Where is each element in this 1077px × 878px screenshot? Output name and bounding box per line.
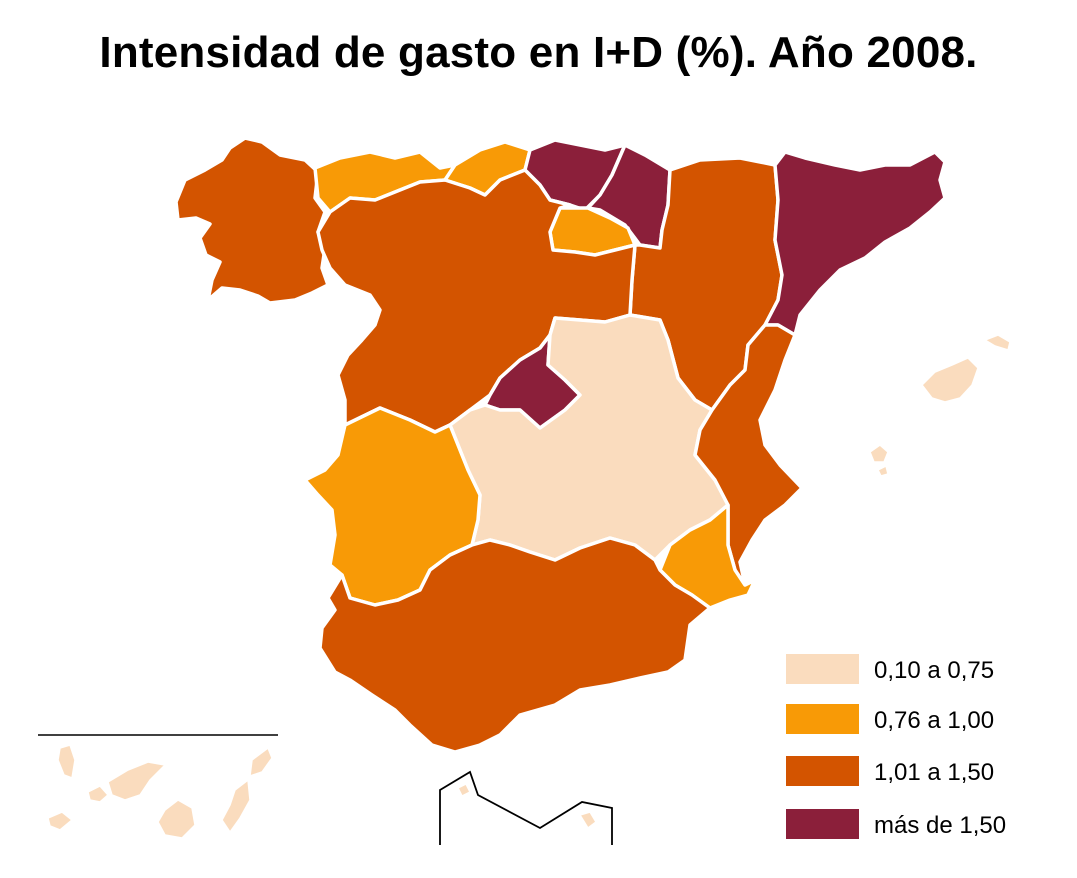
island-formentera [877,465,889,477]
island-lanzarote [249,747,273,777]
island-la-palma [57,744,76,779]
legend-swatch-3 [786,756,859,786]
region-valenciana [693,323,804,587]
legend-item-1: 0,10 a 0,75 [786,654,1066,686]
map-title: Intensidad de gasto en I+D (%). Año 2008… [99,28,978,77]
region-galicia [174,136,330,305]
legend-label-3: 1,01 a 1,50 [874,759,995,786]
island-mallorca [921,357,979,403]
region-andalucia [318,536,712,754]
legend-swatch-4 [786,809,859,839]
legend-label-4: más de 1,50 [874,812,1007,839]
territory-melilla [579,811,597,829]
legend-swatch-1 [786,654,859,684]
island-ibiza [869,444,889,463]
island-el-hierro [47,811,73,831]
region-murcia [658,503,757,610]
island-la-gomera [87,785,109,803]
ceuta-melilla-frame [439,770,613,845]
legend-item-4: más de 1,50 [786,809,1066,841]
island-tenerife [107,761,166,801]
island-menorca [984,334,1011,351]
legend-label-2: 0,76 a 1,00 [874,707,995,734]
legend-label-1: 0,10 a 0,75 [874,657,995,684]
legend-swatch-2 [786,704,859,734]
legend-item-2: 0,76 a 1,00 [786,704,1066,736]
island-fuerteventura [221,779,251,833]
island-gran-canaria [157,799,196,839]
legend-item-3: 1,01 a 1,50 [786,756,1066,788]
territory-ceuta [457,783,471,797]
region-cataluna [763,150,947,337]
